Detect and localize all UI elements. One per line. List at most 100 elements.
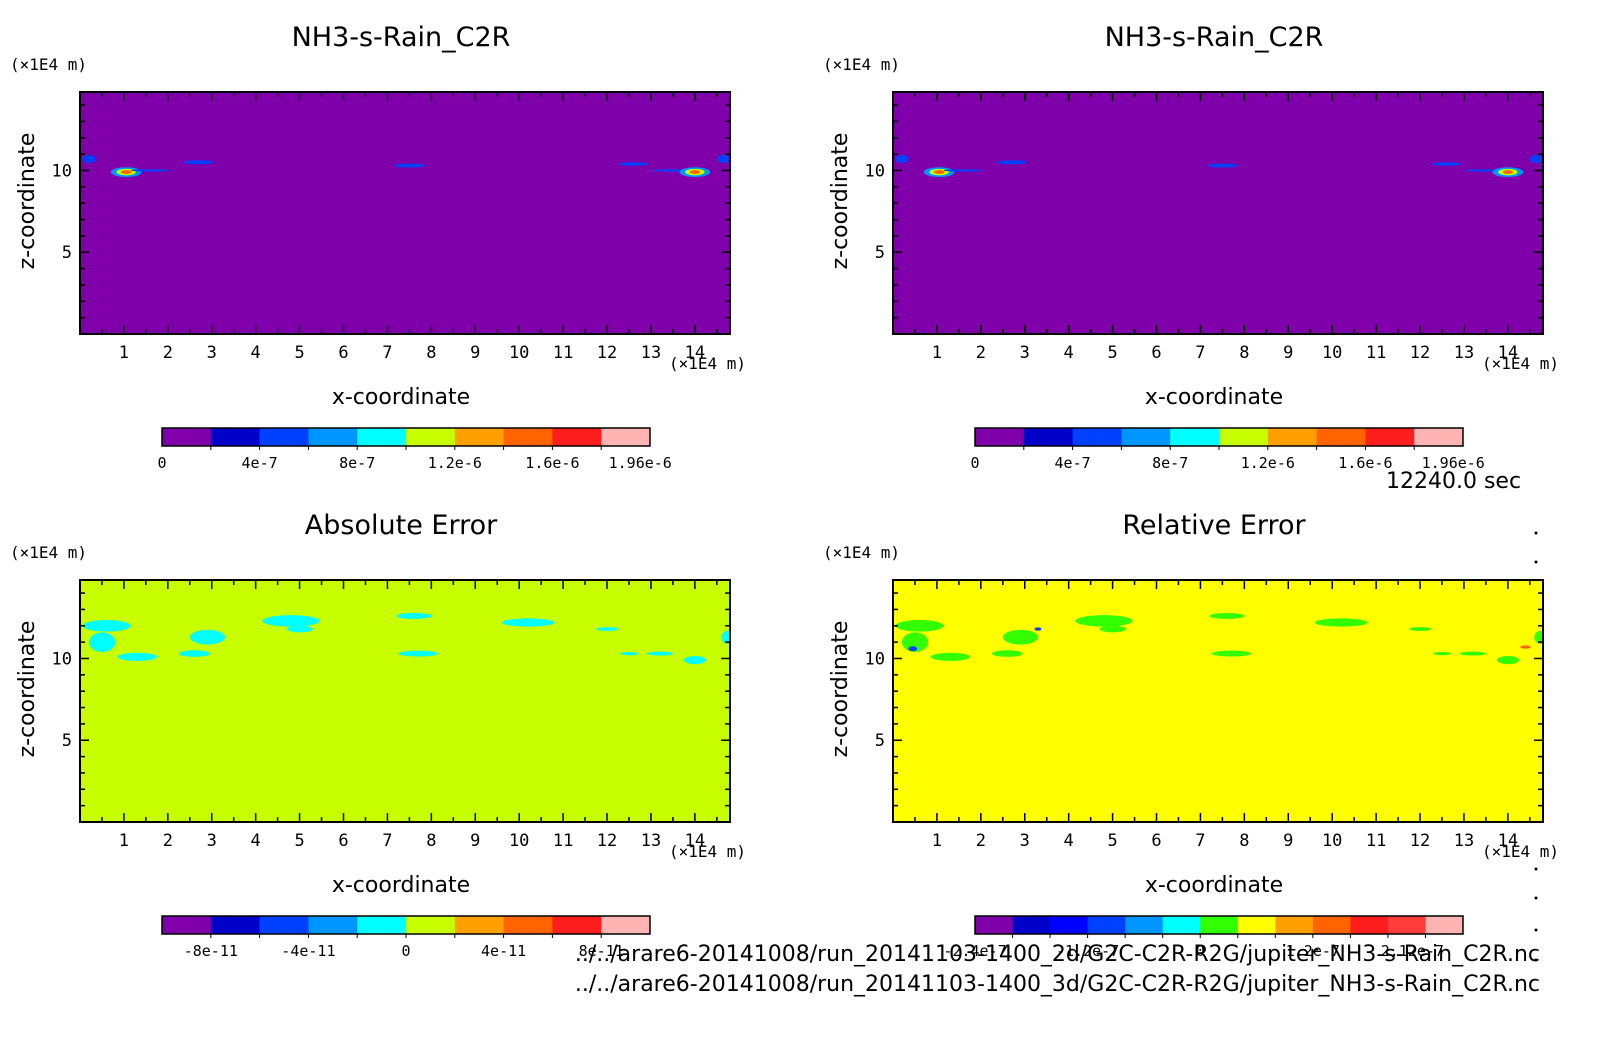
field-blob [943, 169, 984, 172]
x-tick-label: 14 [1498, 831, 1518, 851]
chart-title: NH3-s-Rain_C2R [1105, 22, 1324, 53]
x-axis-label: x-coordinate [1145, 873, 1283, 898]
colorbar-tick-label: 8e-7 [339, 454, 375, 472]
x-tick-label: 10 [1322, 831, 1342, 851]
x-tick-label: 4 [251, 831, 261, 851]
colorbar-swatch [552, 428, 602, 446]
field-blob [1075, 615, 1133, 627]
field-blob [1209, 613, 1245, 619]
x-tick-label: 3 [1020, 831, 1030, 851]
colorbar-swatch [406, 428, 456, 446]
field-blob [683, 656, 706, 665]
file-path-2d: ../../arare6-20141008/run_20141103-1400_… [574, 942, 1540, 967]
chart-title: Relative Error [1122, 510, 1306, 541]
field-blob [286, 625, 313, 633]
field-blob [689, 170, 701, 175]
x-tick-label: 13 [641, 343, 661, 363]
chart-title: Absolute Error [305, 510, 498, 541]
colorbar-swatch [1121, 428, 1171, 446]
time-label: 12240.0 sec [1386, 469, 1522, 494]
field-blob [117, 652, 157, 661]
x-tick-label: 2 [976, 343, 986, 363]
x-tick-label: 12 [1410, 831, 1430, 851]
colorbar-swatch [552, 916, 602, 934]
field-features [895, 154, 1543, 178]
field-blob [618, 162, 649, 166]
chart-panel-3: Absolute Error(×1E4 m)1 2 3 4 5 6 7 8 9 10 11 12 13 1… [10, 510, 746, 960]
field-blob [716, 154, 730, 164]
colorbar-tick-label: -4e-11 [281, 942, 335, 960]
colorbar-tick-label: 2.12e-7 [1381, 942, 1444, 960]
field-blob [1520, 645, 1531, 649]
field-blob [1211, 650, 1251, 657]
colorbar-swatch [1316, 428, 1366, 446]
field-background [80, 92, 730, 334]
colorbar-swatch [975, 916, 1014, 934]
x-tick-label: 10 [509, 831, 529, 851]
x-tick-label: 14 [685, 831, 705, 851]
x-tick-label: 11 [553, 343, 573, 363]
x-tick-label: 11 [1366, 831, 1386, 851]
field-blob [1314, 618, 1368, 627]
field-background [80, 580, 730, 822]
y-axis-label: z-coordinate [15, 621, 40, 758]
field-features [82, 613, 730, 665]
x-axis-label: x-coordinate [332, 873, 470, 898]
field-blob [130, 169, 171, 172]
colorbar-tick-label: 1.2e-6 [1241, 454, 1295, 472]
colorbar-swatch [1023, 428, 1074, 446]
colorbar-tick-label: 1.6e-6 [525, 454, 579, 472]
x-unit-label: (×1E4 m) [1482, 354, 1559, 373]
colorbar-tick-label: 0 [970, 454, 979, 472]
field-blob [1502, 170, 1514, 175]
plot-frame [79, 91, 731, 335]
x-tick-label: 6 [1151, 343, 1161, 363]
field-blob [596, 627, 619, 632]
field-features [82, 154, 730, 178]
file-path-3d: ../../arare6-20141008/run_20141103-1400_… [574, 972, 1540, 997]
colorbar-swatch [162, 916, 212, 934]
field-blob [183, 160, 214, 165]
field-blob [996, 160, 1027, 165]
colorbar-tick-label: 1.6e-6 [1338, 454, 1392, 472]
y-tick-label: 10 [52, 161, 72, 181]
x-tick-label: 3 [207, 831, 217, 851]
colorbar-swatch [1365, 428, 1415, 446]
field-blob [1529, 154, 1543, 164]
x-tick-label: 5 [1107, 831, 1117, 851]
y-tick-label: 5 [875, 243, 885, 263]
colorbar-swatch [1170, 428, 1220, 446]
chart-panel-2: NH3-s-Rain_C2R(×1E4 m)1 2 3 4 5 6 7 8 9 10 11 12 13 1… [823, 22, 1559, 472]
colorbar-swatch [1200, 916, 1239, 934]
field-blob [646, 651, 673, 656]
x-tick-label: 1 [119, 343, 129, 363]
chart-panel-1: NH3-s-Rain_C2R(×1E4 m)1 2 3 4 5 6 7 8 9 10 11 12 13 1… [10, 22, 746, 472]
field-blob [1409, 627, 1432, 632]
y-tick-label: 5 [875, 731, 885, 751]
x-tick-label: 7 [1195, 831, 1205, 851]
x-tick-label: 12 [597, 343, 617, 363]
colorbar-swatch [308, 916, 358, 934]
colorbar-swatch [454, 428, 505, 446]
field-blob [189, 629, 225, 645]
field-blob [262, 615, 320, 627]
field-blob [1496, 656, 1519, 665]
x-tick-label: 6 [338, 831, 348, 851]
x-tick-label: 8 [426, 343, 436, 363]
field-blob [1433, 651, 1451, 656]
colorbar-swatch [210, 428, 261, 446]
field-blob [895, 620, 944, 632]
colorbar: 0 4e-7 8e-7 1.2e-6 1.6e-6 1.96e-6 [157, 427, 672, 472]
field-blob [895, 154, 909, 164]
colorbar-swatch [1425, 916, 1464, 934]
colorbar-swatch [1087, 916, 1126, 934]
colorbar-tick-label: 0 [1196, 942, 1205, 960]
x-tick-label: 7 [382, 831, 392, 851]
x-tick-label: 6 [1151, 831, 1161, 851]
edge-dot [1534, 560, 1538, 564]
x-tick-label: 2 [163, 343, 173, 363]
colorbar-tick-label: 1.96e-6 [1422, 454, 1485, 472]
x-tick-label: 8 [1239, 343, 1249, 363]
colorbar: 0 4e-7 8e-7 1.2e-6 1.6e-6 1.96e-6 [970, 427, 1485, 472]
colorbar-swatch [503, 916, 553, 934]
